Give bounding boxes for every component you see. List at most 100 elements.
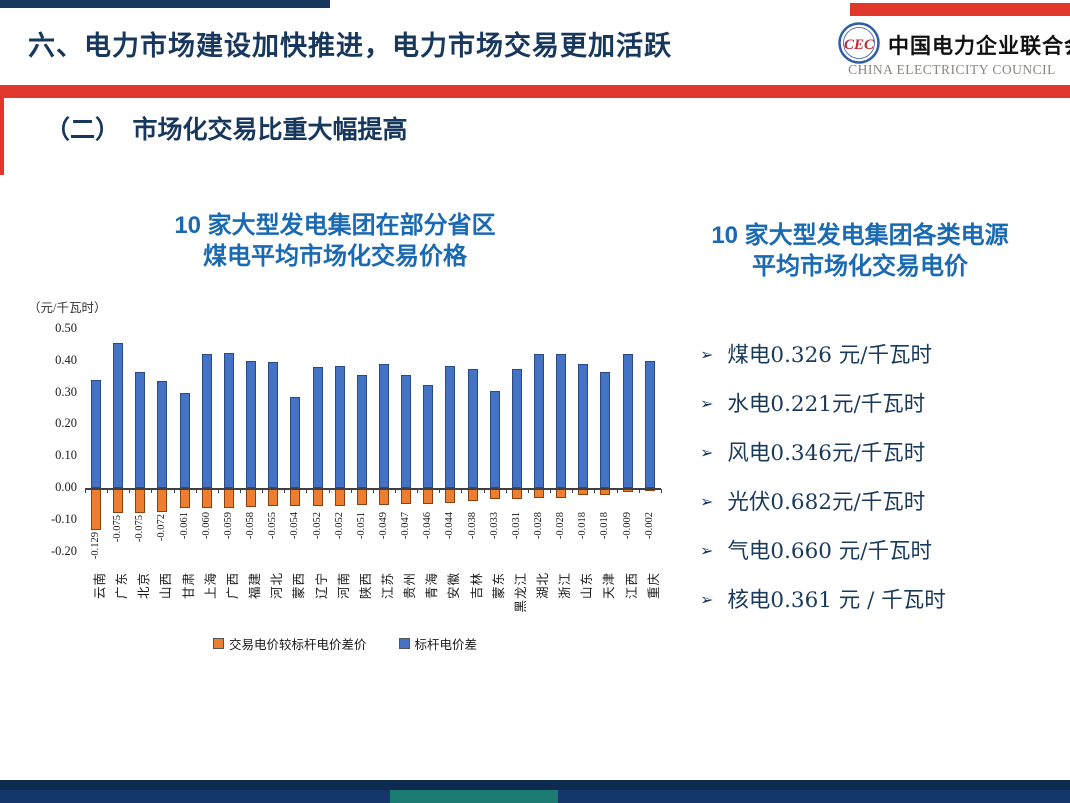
category-label: 甘肃 [181,572,196,600]
x-axis-tick [395,489,397,493]
traded-diff-bar [578,489,589,495]
x-axis-tick [284,489,286,493]
category-label: 河南 [336,572,351,600]
red-divider-band [0,85,1070,98]
bar-chart: （元/千瓦时） 0.50 0.40 0.30 0.20 0.10 0.00 -0.10 -0.… [28,295,678,665]
bar-value-label: -0.028 [555,512,567,540]
bar-value-label: -0.031 [510,512,522,540]
x-axis-tick [616,489,618,493]
bar-value-label: -0.054 [289,512,301,540]
bar-value-label: -0.038 [466,512,478,540]
benchmark-bar [467,368,478,488]
traded-diff-bar [401,489,412,504]
y-axis-tick-label: 0.10 [55,448,77,463]
category-label: 江西 [624,572,639,600]
x-axis-tick [306,489,308,493]
top-left-navy-strip [0,0,330,8]
x-axis-line [85,488,661,490]
legend-swatch-blue [398,638,410,649]
x-axis-tick [350,489,352,493]
bar-value-label: -0.051 [355,512,367,540]
bullet-text: 气电0.660 元/千瓦时 [727,539,933,564]
category-label: 贵州 [403,572,418,600]
benchmark-bar [556,354,567,488]
x-axis-tick [129,489,131,493]
arrow-bullet-icon: ➢ [700,592,714,609]
y-axis-tick-label: -0.10 [50,511,77,526]
bar-value-label: -0.047 [400,512,412,540]
category-label: 云南 [93,572,107,600]
x-axis-tick [217,489,219,493]
x-axis-tick [527,489,529,493]
bullet-item-1: ➢ 水电0.221元/千瓦时 [700,394,1070,416]
x-axis-tick [439,489,441,493]
benchmark-bar [445,365,456,488]
traded-diff-bar [135,489,146,513]
bar-value-label: -0.052 [333,512,345,540]
benchmark-bar [423,384,434,488]
bar-value-label: -0.028 [533,512,544,540]
category-label: 蒙西 [292,572,307,600]
y-axis-tick-label: 0.20 [55,416,77,431]
bullet-item-4: ➢ 气电0.660 元/千瓦时 [700,541,1070,563]
x-axis-tick [638,489,640,493]
traded-diff-bar [556,489,567,498]
benchmark-bar [534,354,544,488]
benchmark-bar [334,365,345,488]
bar-value-label: -0.060 [200,512,212,540]
benchmark-bar [157,381,168,488]
svg-text:CEC: CEC [844,37,875,53]
traded-diff-bar [600,489,611,495]
left-chart-title: 10 家大型发电集团在部分省区 煤电平均市场化交易价格 [100,210,570,272]
bar-value-label: -0.059 [222,512,234,540]
traded-diff-bar [312,489,323,506]
benchmark-bar [511,368,522,488]
category-label: 黑龙江 [513,572,528,613]
footer-band-top [0,780,1070,790]
traded-diff-bar [378,489,389,505]
arrow-bullet-icon: ➢ [700,445,714,462]
benchmark-bar [312,367,323,488]
cec-logo: CEC 中国电力企业联合会 CHINA ELECTRICITY COUNCIL [836,20,1070,84]
bar-value-label: -0.033 [488,512,500,540]
chart-legend: 交易电价较标杆电价差价 标杆电价差 [85,634,605,653]
category-label: 辽宁 [314,572,329,600]
arrow-bullet-icon: ➢ [700,347,714,364]
benchmark-bar [578,363,589,488]
benchmark-bar [179,392,190,488]
category-label: 江苏 [380,572,395,600]
y-axis-tick-label: 0.40 [55,352,77,367]
benchmark-bar [356,375,367,488]
section-subtitle: （二） 市场化交易比重大幅提高 [45,116,408,144]
benchmark-bar [223,352,234,488]
bar-value-label: -0.044 [444,512,456,540]
category-label: 蒙东 [491,572,506,600]
legend-item-benchmark: 标杆电价差 [398,634,477,653]
x-axis-tick [660,489,662,493]
benchmark-bar [113,343,124,488]
x-axis-tick [151,489,153,493]
x-axis-tick [262,489,264,493]
benchmark-bar [135,371,146,488]
bar-value-label: -0.129 [90,532,101,560]
traded-diff-bar [246,489,257,508]
traded-diff-bar [489,489,500,500]
bullet-item-2: ➢ 风电0.346元/千瓦时 [700,443,1070,465]
category-label: 上海 [203,572,218,600]
x-axis-tick [483,489,485,493]
legend-label-traded-diff: 交易电价较标杆电价差价 [228,638,367,652]
traded-diff-bar [445,489,456,503]
x-axis-tick [461,489,463,493]
benchmark-bar [91,379,101,488]
category-label: 吉林 [469,572,484,600]
bar-value-label: -0.046 [422,512,434,540]
slide-title: 六、电力市场建设加快推进，电力市场交易更加活跃 [28,31,672,61]
bar-value-label: -0.049 [377,512,389,540]
bullet-text: 煤电0.326 元/千瓦时 [727,343,933,368]
bar-value-label: -0.075 [134,514,146,542]
traded-diff-bar [334,489,345,506]
bullet-text: 风电0.346元/千瓦时 [727,441,926,466]
category-label: 浙江 [558,572,573,600]
bar-value-label: -0.002 [643,512,655,540]
footer-teal-segment [390,790,558,803]
